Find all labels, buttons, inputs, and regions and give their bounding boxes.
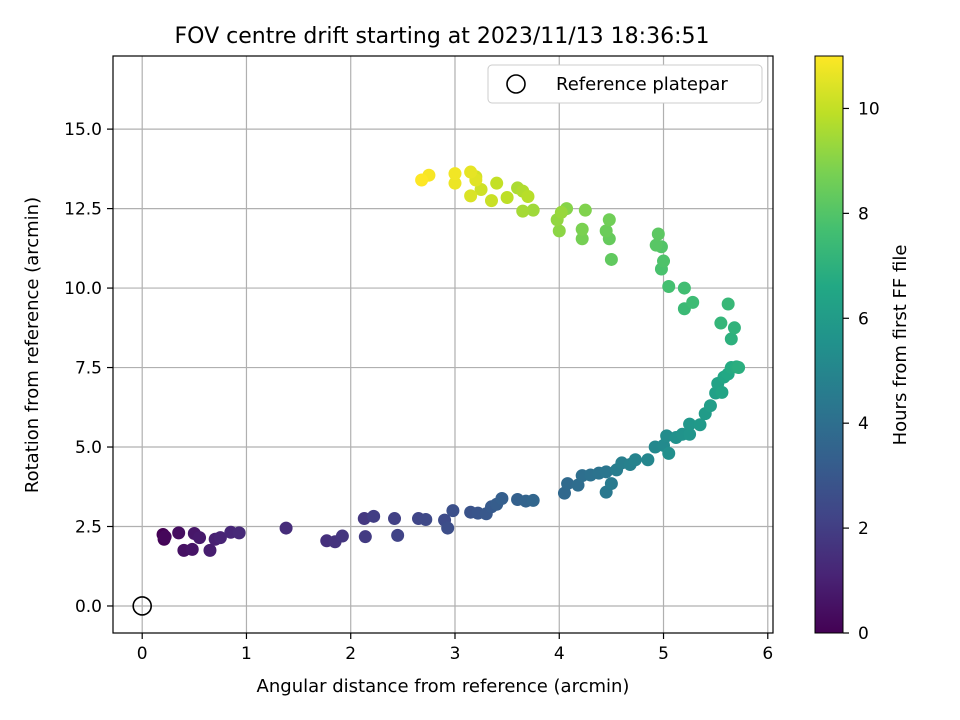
data-point [727, 321, 741, 335]
data-point [448, 167, 462, 181]
data-point [599, 224, 613, 238]
data-point [446, 504, 460, 518]
colorbar-tick-label: 8 [858, 204, 869, 224]
y-tick-label: 5.0 [75, 438, 102, 458]
data-point [500, 190, 514, 204]
chart-title: FOV centre drift starting at 2023/11/13 … [175, 24, 710, 49]
x-axis-label: Angular distance from reference (arcmin) [257, 676, 630, 697]
data-point [677, 281, 691, 295]
x-tick-label: 5 [658, 644, 669, 664]
legend-box [487, 64, 763, 104]
y-tick-label: 10.0 [64, 279, 102, 299]
x-tick-label: 2 [345, 644, 356, 664]
data-point [575, 232, 589, 246]
data-point [662, 446, 676, 460]
data-point [599, 465, 613, 479]
x-tick-label: 4 [554, 644, 565, 664]
y-tick-label: 2.5 [75, 518, 102, 538]
data-point [335, 529, 349, 543]
data-point [724, 332, 738, 346]
data-point [419, 513, 433, 527]
data-point [185, 542, 199, 556]
data-point [203, 543, 217, 557]
data-point [693, 418, 707, 432]
data-point [649, 238, 663, 252]
colorbar-ticks: 0 2 4 6 8 10 [843, 99, 880, 644]
y-tick-label: 12.5 [64, 200, 102, 220]
colorbar-tick-label: 0 [858, 624, 869, 644]
data-point [604, 252, 618, 266]
data-point [602, 213, 616, 227]
legend-marker [506, 74, 526, 94]
data-point [526, 203, 540, 217]
data-point [641, 453, 655, 467]
data-point [651, 227, 665, 241]
data-point [279, 521, 293, 535]
colorbar-tick-label: 4 [858, 414, 869, 434]
colorbar: 0 2 4 6 8 10 Hours from first FF file [814, 55, 911, 644]
x-tick-label: 0 [137, 644, 148, 664]
data-point [703, 399, 717, 413]
plot-frame [112, 55, 774, 634]
data-point [628, 453, 642, 467]
data-point [415, 173, 429, 187]
grid-lines [113, 56, 773, 633]
data-point [686, 295, 700, 309]
data-point [657, 254, 671, 268]
data-points [156, 165, 746, 557]
data-point [714, 316, 728, 330]
data-point [484, 194, 498, 208]
data-point [391, 528, 405, 542]
legend: Reference platepar [487, 64, 763, 104]
legend-label: Reference platepar [556, 74, 728, 95]
data-point [474, 183, 488, 197]
data-point [464, 165, 478, 179]
data-point [213, 531, 227, 545]
colorbar-tick-label: 6 [858, 309, 869, 329]
data-point [172, 526, 186, 540]
data-point [441, 521, 455, 535]
colorbar-tick-label: 10 [858, 99, 880, 119]
data-point [495, 492, 509, 506]
data-point [448, 176, 462, 190]
data-point [575, 222, 589, 236]
data-point [367, 509, 381, 523]
colorbar-tick-label: 2 [858, 519, 869, 539]
y-axis-label: Rotation from reference (arcmin) [22, 197, 43, 493]
colorbar-label: Hours from first FF file [890, 245, 911, 446]
data-point [464, 189, 478, 203]
data-point [516, 204, 530, 218]
data-point [490, 176, 504, 190]
reference-point-marker [132, 596, 152, 616]
data-point [683, 417, 697, 431]
x-tick-label: 6 [762, 644, 773, 664]
x-tick-label: 1 [241, 644, 252, 664]
data-point [158, 530, 172, 544]
data-point [521, 190, 535, 204]
data-point [388, 512, 402, 526]
x-tick-label: 3 [450, 644, 461, 664]
colorbar-gradient [814, 55, 844, 634]
y-tick-label: 0.0 [75, 597, 102, 617]
data-point [715, 385, 729, 399]
y-tick-label: 7.5 [75, 359, 102, 379]
y-tick-label: 15.0 [64, 120, 102, 140]
data-point [578, 203, 592, 217]
data-point [232, 526, 246, 540]
data-point [732, 361, 746, 375]
data-point [662, 279, 676, 293]
data-point [552, 224, 566, 238]
data-point [526, 493, 540, 507]
data-point [358, 530, 372, 544]
data-point [683, 427, 697, 441]
y-axis-ticks: 0.0 2.5 5.0 7.5 10.0 12.5 15.0 [64, 120, 113, 617]
x-axis-ticks: 0 1 2 3 4 5 6 [137, 633, 773, 664]
data-point [554, 205, 568, 219]
data-point [721, 297, 735, 311]
data-point [193, 531, 207, 545]
data-point [561, 477, 575, 491]
data-point [604, 477, 618, 491]
